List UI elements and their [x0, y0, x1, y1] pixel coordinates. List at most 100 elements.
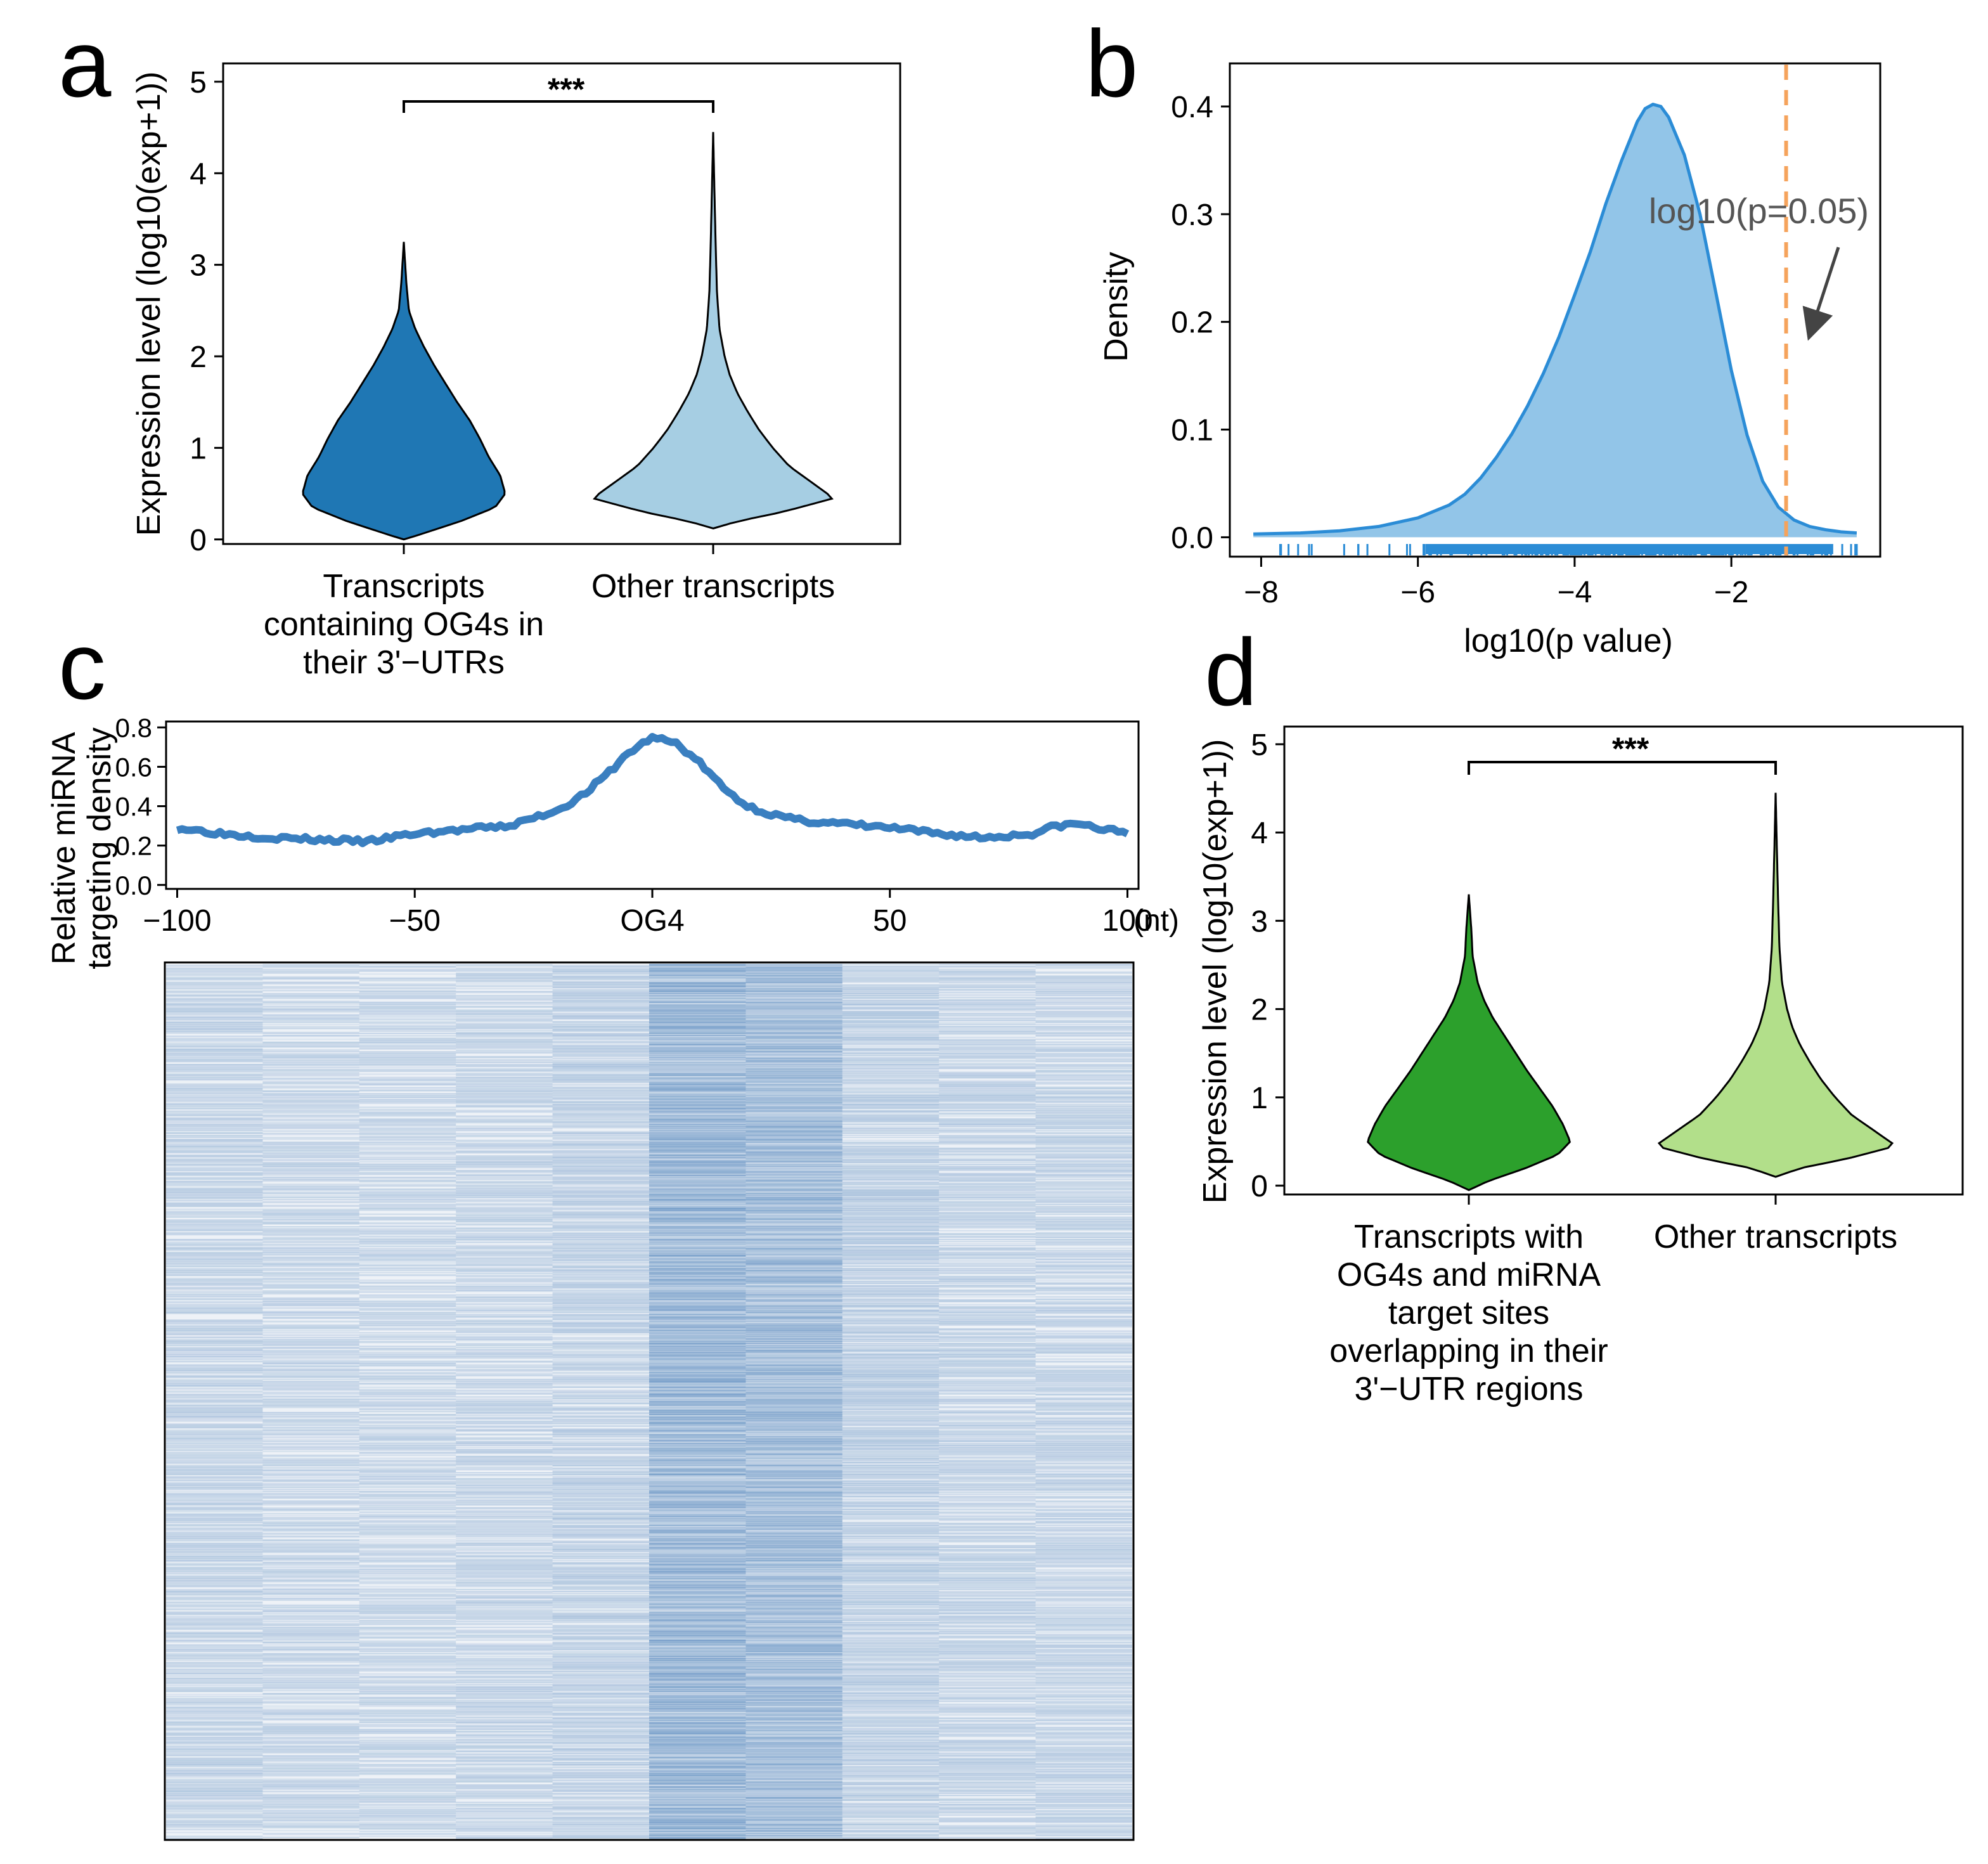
- panel-c-heatmap-cell: [166, 1265, 263, 1267]
- panel-c-heatmap-cell: [552, 1393, 649, 1395]
- panel-c-heatmap-cell: [456, 1721, 553, 1723]
- panel-c-heatmap-cell: [262, 1411, 359, 1413]
- panel-c-heatmap-cell: [456, 1349, 553, 1351]
- panel-c-heatmap-cell: [262, 1654, 359, 1655]
- panel-c-heatmap-cell: [746, 1040, 842, 1042]
- panel-c-heatmap-cell: [649, 1380, 746, 1382]
- panel-c-heatmap-cell: [649, 1145, 746, 1147]
- panel-c-heatmap-cell: [166, 1252, 263, 1254]
- panel-c-heatmap-cell: [649, 1124, 746, 1126]
- panel-c-heatmap-cell: [456, 1319, 553, 1321]
- panel-c-heatmap-cell: [456, 1807, 553, 1809]
- panel-c-heatmap-cell: [262, 1188, 359, 1190]
- panel-c-heatmap-cell: [649, 1231, 746, 1233]
- panel-c-heatmap-cell: [456, 1219, 553, 1221]
- panel-c-heatmap-cell: [552, 1375, 649, 1376]
- panel-c-heatmap-cell: [649, 1684, 746, 1686]
- panel-c-heatmap-cell: [552, 1421, 649, 1423]
- panel-c-heatmap-cell: [552, 1104, 649, 1106]
- panel-c-heatmap-cell: [262, 1524, 359, 1526]
- panel-c-heatmap-cell: [262, 1372, 359, 1374]
- panel-c-heatmap-cell: [359, 1301, 456, 1303]
- panel-c-heatmap-cell: [552, 1617, 649, 1620]
- panel-c-heatmap-cell: [166, 1160, 263, 1162]
- panel-c-heatmap-cell: [359, 1180, 456, 1182]
- panel-c-heatmap-cell: [552, 1776, 649, 1778]
- panel-c-heatmap-cell: [262, 1137, 359, 1139]
- panel-c-heatmap-cell: [166, 1573, 263, 1575]
- panel-c-heatmap-cell: [649, 1609, 746, 1611]
- panel-c-heatmap-cell: [456, 1101, 553, 1103]
- panel-c-heatmap-cell: [166, 1508, 263, 1510]
- panel-c-heatmap-cell: [552, 1617, 649, 1619]
- panel-c-heatmap-cell: [552, 1706, 649, 1708]
- panel-c-heatmap-cell: [649, 1307, 746, 1309]
- panel-c-heatmap-cell: [649, 1455, 746, 1457]
- panel-c-heatmap-cell: [649, 1070, 746, 1071]
- panel-c-heatmap-cell: [456, 1437, 553, 1439]
- panel-c-heatmap-cell: [746, 990, 842, 992]
- panel-c-heatmap-cell: [166, 1061, 263, 1063]
- panel-c-heatmap-cell: [456, 1784, 553, 1786]
- panel-c-heatmap-cell: [166, 1007, 263, 1009]
- panel-c-heatmap-cell: [359, 1151, 456, 1153]
- panel-c-heatmap-cell: [552, 1301, 649, 1303]
- panel-c-heatmap-cell: [166, 1825, 263, 1827]
- panel-c-heatmap-cell: [552, 972, 649, 974]
- panel-c-heatmap-cell: [552, 1170, 649, 1172]
- panel-c-heatmap-cell: [649, 1101, 746, 1103]
- panel-c-heatmap-cell: [746, 979, 842, 981]
- panel-c-heatmap-cell: [552, 1156, 649, 1158]
- panel-label-a: a: [58, 10, 112, 117]
- panel-c-heatmap-cell: [552, 1201, 649, 1203]
- panel-c-heatmap-cell: [649, 1482, 746, 1484]
- panel-c-heatmap-cell: [456, 1444, 553, 1446]
- panel-c-heatmap-cell: [166, 1564, 263, 1566]
- panel-b-frame: [1229, 62, 1882, 558]
- panel-c-heatmap-cell: [262, 1092, 359, 1095]
- panel-c-heatmap-cell: [359, 1324, 456, 1326]
- panel-c-heatmap-cell: [262, 1286, 359, 1288]
- panel-c-heatmap-cell: [359, 1065, 456, 1066]
- panel-c-heatmap-cell: [456, 1536, 553, 1538]
- panel-c-heatmap-cell: [166, 1659, 263, 1660]
- panel-c-heatmap-cell: [359, 1822, 456, 1824]
- panel-c-heatmap-cell: [649, 1777, 746, 1779]
- panel-c-heatmap-cell: [359, 970, 456, 972]
- panel-c-heatmap-cell: [649, 966, 746, 968]
- panel-c-heatmap-cell: [359, 1364, 456, 1366]
- panel-c-heatmap-cell: [166, 1327, 263, 1329]
- panel-c-heatmap-cell: [359, 1216, 456, 1218]
- panel-c-heatmap-cell: [456, 1735, 553, 1737]
- panel-c-heatmap-cell: [166, 1163, 263, 1165]
- panel-c-heatmap-cell: [359, 1449, 456, 1451]
- panel-c-heatmap-cell: [359, 969, 456, 971]
- panel-c-heatmap-cell: [552, 1279, 649, 1281]
- panel-c-heatmap-cell: [359, 1724, 456, 1726]
- panel-c-heatmap-cell: [262, 1281, 359, 1283]
- panel-c-heatmap-cell: [552, 1732, 649, 1734]
- panel-c-heatmap-cell: [262, 1389, 359, 1391]
- panel-c-heatmap-cell: [456, 988, 553, 990]
- panel-c-heatmap-cell: [359, 1667, 456, 1669]
- panel-c-heatmap-cell: [456, 981, 553, 983]
- panel-c-heatmap-cell: [649, 1180, 746, 1182]
- panel-c-heatmap-cell: [649, 1101, 746, 1103]
- panel-c-heatmap-cell: [552, 1433, 649, 1435]
- panel-c-heatmap-cell: [456, 1167, 553, 1168]
- panel-c-heatmap-cell: [552, 1515, 649, 1517]
- panel-c-heatmap-cell: [552, 1534, 649, 1536]
- panel-c-heatmap-cell: [649, 1326, 746, 1328]
- panel-c-heatmap-cell: [456, 1165, 553, 1168]
- panel-c-heatmap-cell: [166, 1495, 263, 1497]
- panel-c-heatmap-cell: [456, 1199, 553, 1201]
- panel-c-heatmap-cell: [552, 1054, 649, 1056]
- panel-c-heatmap-cell: [359, 1258, 456, 1260]
- panel-c-heatmap-cell: [166, 1311, 263, 1312]
- panel-c-heatmap-cell: [552, 1646, 649, 1648]
- panel-c-heatmap-cell: [552, 1695, 649, 1697]
- panel-c-heatmap-cell: [552, 1526, 649, 1528]
- panel-c-heatmap-cell: [552, 1756, 649, 1757]
- panel-c-heatmap-cell: [166, 1462, 263, 1464]
- panel-c-heatmap-cell: [456, 1307, 553, 1309]
